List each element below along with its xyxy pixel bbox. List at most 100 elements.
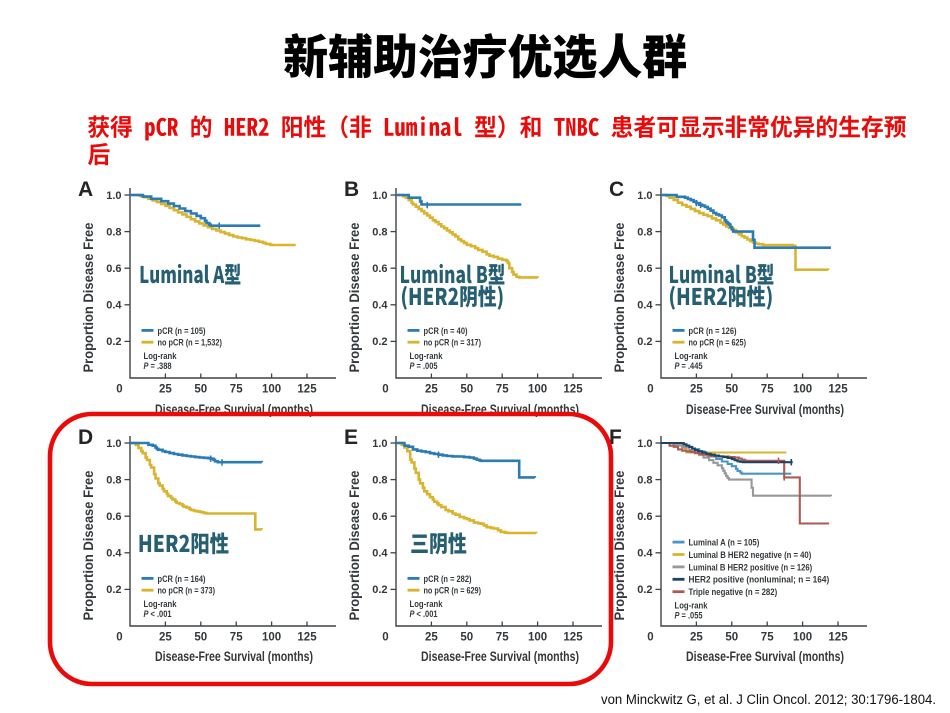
svg-text:0.8: 0.8 (106, 474, 121, 486)
svg-text:0.6: 0.6 (106, 263, 121, 275)
svg-text:50: 50 (194, 384, 207, 396)
svg-text:Disease-Free Survival (months): Disease-Free Survival (months) (155, 649, 313, 664)
svg-text:0: 0 (647, 384, 653, 396)
svg-text:100: 100 (793, 632, 812, 644)
svg-text:0.8: 0.8 (372, 226, 387, 238)
svg-text:100: 100 (262, 384, 281, 396)
svg-text:Log-rank: Log-rank (410, 599, 444, 610)
svg-text:75: 75 (496, 384, 509, 396)
svg-text:Log-rank: Log-rank (675, 600, 709, 611)
svg-text:0.2: 0.2 (106, 336, 121, 348)
svg-text:0.8: 0.8 (637, 226, 652, 238)
svg-text:no pCR (n = 1,532): no pCR (n = 1,532) (158, 338, 222, 349)
svg-text:100: 100 (528, 384, 547, 396)
svg-text:Proportion Disease Free: Proportion Disease Free (81, 222, 96, 372)
svg-text:1.0: 1.0 (637, 190, 652, 202)
svg-text:P < .001: P < .001 (144, 609, 173, 620)
svg-text:25: 25 (425, 632, 438, 644)
svg-text:75: 75 (230, 384, 243, 396)
svg-text:100: 100 (793, 384, 812, 396)
svg-text:pCR (n = 164): pCR (n = 164) (158, 574, 206, 585)
svg-text:no pCR (n = 625): no pCR (n = 625) (689, 338, 747, 349)
svg-text:125: 125 (297, 632, 317, 644)
svg-text:Log-rank: Log-rank (675, 351, 709, 362)
svg-text:P = .005: P = .005 (410, 361, 439, 372)
svg-text:0.2: 0.2 (372, 584, 387, 596)
svg-text:Disease-Free Survival (months): Disease-Free Survival (months) (686, 649, 844, 664)
svg-text:0.4: 0.4 (372, 548, 388, 560)
svg-text:B: B (344, 178, 359, 201)
svg-text:0: 0 (116, 384, 122, 396)
svg-text:E: E (344, 426, 358, 449)
svg-text:pCR (n = 126): pCR (n = 126) (689, 326, 737, 337)
svg-text:1.0: 1.0 (372, 190, 387, 202)
svg-text:no pCR (n = 317): no pCR (n = 317) (424, 338, 482, 349)
svg-text:0.6: 0.6 (637, 263, 652, 275)
svg-text:0.2: 0.2 (637, 336, 652, 348)
svg-text:0.8: 0.8 (106, 226, 121, 238)
svg-text:0.4: 0.4 (106, 300, 122, 312)
svg-text:25: 25 (159, 632, 172, 644)
svg-text:50: 50 (460, 384, 473, 396)
svg-text:125: 125 (563, 384, 583, 396)
svg-text:0: 0 (382, 384, 388, 396)
svg-text:pCR (n = 40): pCR (n = 40) (424, 326, 468, 337)
svg-text:F: F (609, 426, 622, 449)
svg-text:25: 25 (690, 632, 703, 644)
svg-text:HER2 positive (nonluminal; n =: HER2 positive (nonluminal; n = 164) (689, 575, 830, 586)
svg-text:C: C (609, 178, 624, 201)
svg-text:50: 50 (194, 632, 207, 644)
svg-text:0.4: 0.4 (106, 548, 122, 560)
svg-text:1.0: 1.0 (106, 190, 121, 202)
svg-text:0.6: 0.6 (372, 511, 387, 523)
svg-text:50: 50 (460, 632, 473, 644)
svg-text:Disease-Free Survival (months): Disease-Free Survival (months) (421, 649, 579, 664)
svg-text:P = .388: P = .388 (144, 361, 172, 372)
svg-text:1.0: 1.0 (106, 438, 121, 450)
svg-text:Log-rank: Log-rank (144, 351, 178, 362)
svg-text:Proportion Disease Free: Proportion Disease Free (612, 470, 627, 620)
svg-text:75: 75 (761, 384, 774, 396)
svg-text:0.4: 0.4 (372, 300, 388, 312)
svg-text:0.6: 0.6 (372, 263, 387, 275)
svg-text:0: 0 (116, 632, 122, 644)
svg-text:0.4: 0.4 (637, 548, 653, 560)
svg-text:Proportion Disease Free: Proportion Disease Free (81, 470, 96, 620)
svg-text:no pCR (n = 373): no pCR (n = 373) (158, 586, 216, 597)
svg-text:25: 25 (159, 384, 172, 396)
svg-text:125: 125 (828, 384, 848, 396)
svg-text:Luminal B HER2 negative (n = 4: Luminal B HER2 negative (n = 40) (689, 550, 812, 561)
svg-text:75: 75 (761, 632, 774, 644)
svg-text:von Minckwitz G, et al. J Clin: von Minckwitz G, et al. J Clin Oncol. 20… (601, 692, 936, 707)
svg-text:D: D (78, 426, 93, 449)
svg-text:50: 50 (725, 384, 738, 396)
svg-text:75: 75 (230, 632, 243, 644)
svg-text:P = .445: P = .445 (675, 361, 704, 372)
svg-text:100: 100 (262, 632, 281, 644)
svg-text:0: 0 (382, 632, 388, 644)
svg-text:0.2: 0.2 (637, 584, 652, 596)
svg-text:pCR (n = 105): pCR (n = 105) (158, 326, 206, 337)
svg-text:Log-rank: Log-rank (410, 351, 444, 362)
svg-text:0.4: 0.4 (637, 300, 653, 312)
svg-text:Luminal A (n = 105): Luminal A (n = 105) (689, 538, 760, 549)
svg-text:0: 0 (647, 632, 653, 644)
svg-text:0.2: 0.2 (372, 336, 387, 348)
svg-text:Luminal B HER2 positive (n = 1: Luminal B HER2 positive (n = 126) (689, 562, 813, 573)
svg-text:Proportion Disease Free: Proportion Disease Free (612, 222, 627, 372)
svg-text:Triple negative (n = 282): Triple negative (n = 282) (689, 587, 778, 598)
svg-text:1.0: 1.0 (372, 438, 387, 450)
svg-text:125: 125 (828, 632, 848, 644)
svg-text:Proportion Disease Free: Proportion Disease Free (347, 470, 362, 620)
svg-text:Disease-Free Survival (months): Disease-Free Survival (months) (686, 402, 844, 417)
svg-text:P < .001: P < .001 (410, 609, 439, 620)
svg-text:Log-rank: Log-rank (144, 599, 178, 610)
svg-text:0.8: 0.8 (637, 474, 652, 486)
svg-text:0.8: 0.8 (372, 474, 387, 486)
svg-text:125: 125 (563, 632, 583, 644)
svg-text:0.6: 0.6 (637, 511, 652, 523)
svg-text:A: A (78, 178, 93, 201)
svg-text:125: 125 (297, 384, 317, 396)
svg-text:1.0: 1.0 (637, 438, 652, 450)
svg-text:P = .055: P = .055 (675, 610, 704, 621)
